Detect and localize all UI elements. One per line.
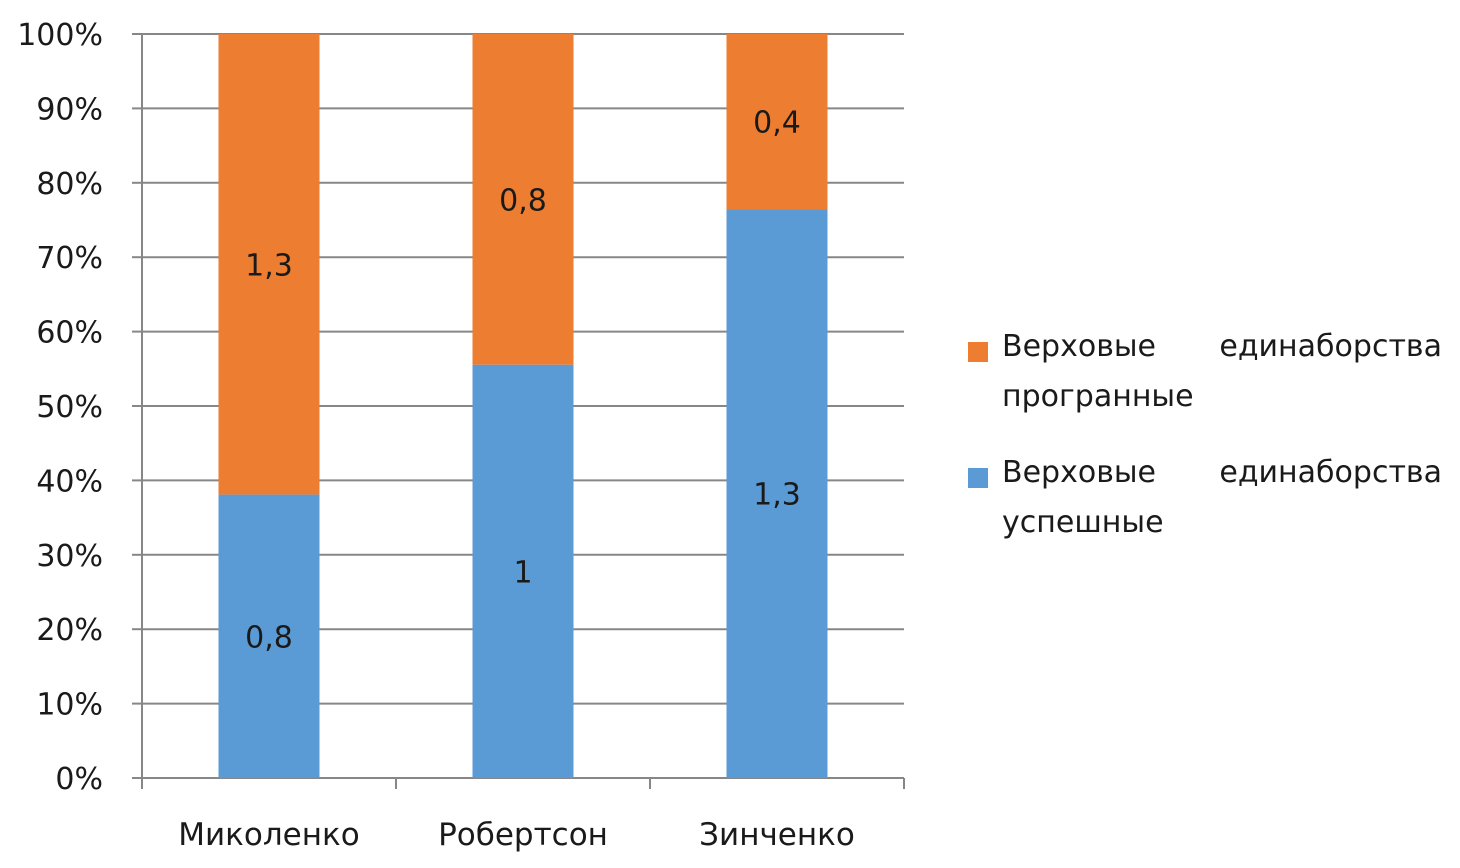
data-label-1-series-0: 1 [513, 555, 532, 590]
bar-2-series-0 [726, 209, 828, 778]
legend-swatch-won [968, 468, 988, 488]
data-label-1-series-1: 0,8 [499, 183, 547, 218]
y-tick-label-5: 50% [36, 390, 103, 425]
data-label-2-series-0: 1,3 [753, 478, 801, 513]
bar-1-series-1 [472, 34, 574, 365]
bar-0-series-1 [218, 34, 320, 495]
legend-label-lost: Верховые единаборства програнные [1002, 329, 1442, 414]
data-label-2-series-1: 0,4 [753, 106, 801, 141]
data-label-0-series-0: 0,8 [245, 620, 293, 655]
y-tick-label-7: 70% [36, 241, 103, 276]
legend-item-won: Верховые единаборства успешные [968, 448, 1448, 548]
x-tick-label-1: Робертсон [438, 817, 608, 853]
bar-0-series-0 [218, 494, 320, 778]
y-tick-label-10: 100% [17, 18, 103, 53]
y-tick-label-8: 80% [36, 167, 103, 202]
y-tick-label-1: 10% [36, 688, 103, 723]
bar-1-series-0 [472, 364, 574, 778]
y-tick-label-4: 40% [36, 464, 103, 499]
legend-item-lost: Верховые единаборства програнные [968, 322, 1448, 422]
x-tick-label-2: Зинченко [699, 817, 855, 853]
y-tick-label-3: 30% [36, 539, 103, 574]
x-tick-label-0: Миколенко [178, 817, 359, 853]
y-tick-label-9: 90% [36, 92, 103, 127]
y-tick-label-2: 20% [36, 613, 103, 648]
legend-label-won: Верховые единаборства успешные [1002, 455, 1442, 540]
data-label-0-series-1: 1,3 [245, 248, 293, 283]
legend-swatch-lost [968, 342, 988, 362]
bar-2-series-1 [726, 34, 828, 210]
y-tick-label-0: 0% [55, 762, 103, 797]
y-tick-label-6: 60% [36, 316, 103, 351]
